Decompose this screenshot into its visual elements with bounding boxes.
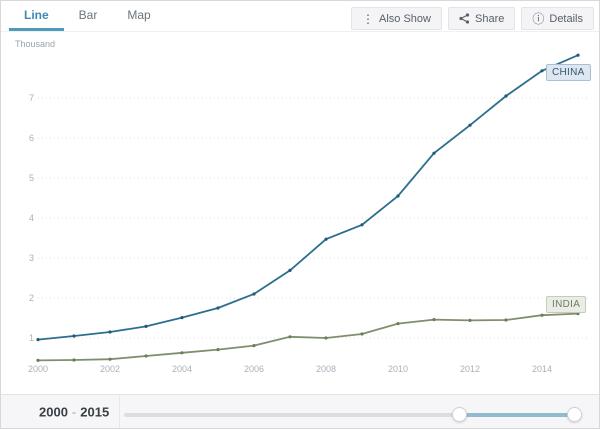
x-axis-tick-label: 2002 xyxy=(100,364,120,374)
data-point-india xyxy=(144,354,148,358)
data-point-china xyxy=(396,194,400,198)
details-button[interactable]: ⓘ Details xyxy=(521,7,594,30)
series-label-china: CHINA xyxy=(546,64,591,81)
data-point-china xyxy=(324,237,328,241)
data-point-china xyxy=(576,53,580,57)
time-slider-selected-range xyxy=(459,413,574,417)
slider-handle-end[interactable] xyxy=(567,407,582,422)
data-point-india xyxy=(72,358,76,362)
toolbar: ⋮ Also Show Share ⓘ Details xyxy=(351,7,594,30)
time-slider-track[interactable] xyxy=(124,407,582,422)
data-point-india xyxy=(252,344,256,348)
range-bar-divider xyxy=(119,395,120,428)
data-point-china xyxy=(144,324,148,328)
y-axis-tick-label: 4 xyxy=(29,213,34,223)
data-point-india xyxy=(432,318,436,322)
data-point-china xyxy=(36,338,40,342)
data-point-india xyxy=(288,335,292,339)
x-axis-tick-label: 2004 xyxy=(172,364,192,374)
y-axis-tick-label: 6 xyxy=(29,133,34,143)
share-icon xyxy=(459,13,470,24)
data-point-india xyxy=(36,358,40,362)
data-point-china xyxy=(360,223,364,227)
data-point-china xyxy=(252,292,256,296)
details-label: Details xyxy=(549,12,583,25)
x-axis-tick-label: 2008 xyxy=(316,364,336,374)
data-point-india xyxy=(396,322,400,326)
slider-handle-start[interactable] xyxy=(452,407,467,422)
x-axis-tick-label: 2000 xyxy=(28,364,48,374)
x-axis-tick-label: 2010 xyxy=(388,364,408,374)
data-point-china xyxy=(504,94,508,98)
info-icon: ⓘ xyxy=(532,11,545,26)
tab-line-label: Line xyxy=(24,7,49,22)
series-label-india: INDIA xyxy=(546,296,587,313)
tab-map-label: Map xyxy=(127,7,151,22)
kebab-menu-icon: ⋮ xyxy=(362,11,375,26)
range-separator: - xyxy=(71,404,77,419)
data-point-india xyxy=(504,318,508,322)
y-axis-tick-label: 7 xyxy=(29,93,34,103)
x-axis-tick-label: 2006 xyxy=(244,364,264,374)
data-point-china xyxy=(216,306,220,310)
x-axis-tick-label: 2014 xyxy=(532,364,552,374)
data-point-india xyxy=(180,351,184,355)
data-point-china xyxy=(540,69,544,73)
tab-map[interactable]: Map xyxy=(112,1,165,31)
also-show-label: Also Show xyxy=(379,12,431,25)
y-axis-tick-label: 5 xyxy=(29,173,34,183)
data-point-china xyxy=(432,151,436,155)
data-point-india xyxy=(540,313,544,317)
tab-line[interactable]: Line xyxy=(9,1,64,31)
share-label: Share xyxy=(475,12,505,25)
tab-bar-chart[interactable]: Bar xyxy=(64,1,113,31)
series-line-india xyxy=(37,312,579,362)
also-show-button[interactable]: ⋮ Also Show xyxy=(351,7,442,30)
y-axis-tick-label: 3 xyxy=(29,253,34,263)
data-point-india xyxy=(468,318,472,322)
y-axis-tick-label: 2 xyxy=(29,293,34,303)
data-point-china xyxy=(468,123,472,127)
data-point-india xyxy=(216,348,220,352)
y-axis-tick-label: 1 xyxy=(29,333,34,343)
selected-range-label: 2000-2015 xyxy=(39,404,109,419)
range-start-year: 2000 xyxy=(39,404,68,419)
share-button[interactable]: Share xyxy=(448,7,516,30)
data-point-china xyxy=(108,330,112,334)
data-point-india xyxy=(324,336,328,340)
series-line-china xyxy=(37,54,579,341)
y-axis-unit-label: Thousand xyxy=(15,39,56,49)
data-point-china xyxy=(288,268,292,272)
x-axis-tick-label: 2012 xyxy=(460,364,480,374)
data-point-india xyxy=(108,357,112,361)
range-end-year: 2015 xyxy=(80,404,110,419)
data-point-china xyxy=(72,334,76,338)
tab-bar-label: Bar xyxy=(78,7,98,22)
data-point-china xyxy=(180,316,184,320)
time-range-bar: 2000-2015 xyxy=(1,394,599,428)
data-point-india xyxy=(360,332,364,336)
